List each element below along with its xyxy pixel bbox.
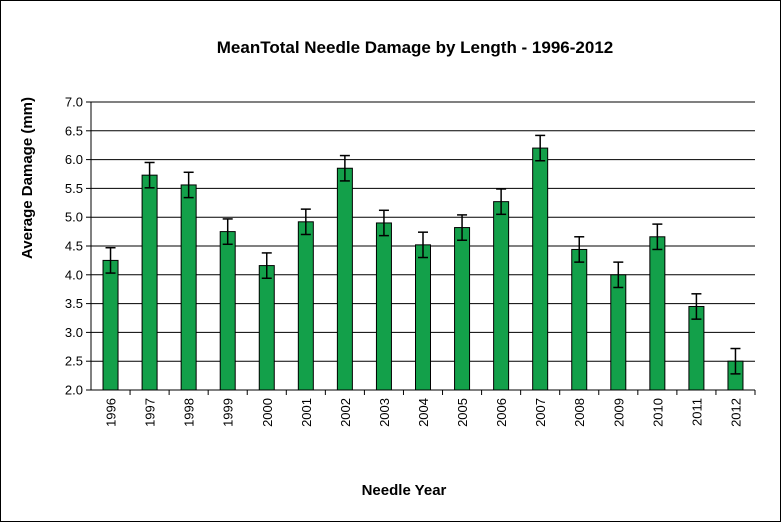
error-bar-1996: [105, 246, 116, 274]
error-bar-2000: [261, 252, 272, 280]
error-bar-2009: [613, 261, 624, 289]
bar-1997: [141, 174, 158, 391]
x-tick-label-1996: 1996: [104, 398, 119, 427]
y-tick-label: 4.0: [65, 267, 83, 282]
y-tick-label: 5.5: [65, 181, 83, 196]
y-tick-label: 6.5: [65, 123, 83, 138]
error-bar-2001: [300, 208, 311, 236]
bar-2001: [297, 221, 314, 391]
error-bar-2008: [574, 236, 585, 263]
bar-2009: [610, 274, 627, 391]
error-bar-2010: [652, 223, 663, 251]
x-tick-label-2005: 2005: [455, 398, 470, 427]
bar-2007: [532, 147, 549, 391]
bar-2002: [336, 167, 353, 391]
error-bar-2012: [730, 347, 741, 375]
x-tick-label-2010: 2010: [650, 398, 665, 427]
x-tick-label-2001: 2001: [299, 398, 314, 427]
error-bar-2004: [418, 231, 428, 259]
error-bar-2011: [691, 293, 702, 320]
x-tick-label-2012: 2012: [728, 398, 743, 427]
bar-2003: [375, 222, 392, 391]
x-tick-label-2007: 2007: [533, 398, 548, 427]
chart-title: MeanTotal Needle Damage by Length - 1996…: [217, 38, 613, 57]
error-bar-2005: [457, 214, 468, 241]
x-tick-label-2002: 2002: [338, 398, 353, 427]
x-tick-label-2011: 2011: [689, 398, 704, 426]
y-tick-label: 3.5: [65, 296, 83, 311]
error-bar-2002: [339, 154, 350, 182]
x-tick-label-1999: 1999: [221, 398, 236, 427]
bar-2005: [454, 227, 471, 391]
x-tick-label-2009: 2009: [611, 398, 626, 427]
x-tick-label-2000: 2000: [260, 398, 275, 427]
x-tick-label-2006: 2006: [494, 398, 509, 427]
x-tick-label-2003: 2003: [377, 398, 392, 427]
x-axis-title: Needle Year: [362, 482, 447, 499]
y-tick-label: 4.5: [65, 239, 83, 254]
bar-1998: [180, 184, 197, 391]
error-bar-2006: [496, 188, 507, 216]
bar-2004: [415, 244, 431, 391]
bar-2006: [493, 201, 510, 391]
error-bar-2007: [535, 134, 546, 162]
bar-1996: [102, 259, 119, 391]
bar-2000: [258, 265, 275, 391]
y-tick-label: 2.5: [65, 354, 83, 369]
y-tick-label: 6.0: [65, 152, 83, 167]
x-tick-label-2004: 2004: [416, 398, 431, 427]
x-tick-label-2008: 2008: [572, 398, 587, 427]
x-tick-label-1998: 1998: [182, 398, 197, 427]
error-bar-1999: [222, 218, 233, 246]
y-tick-label: 5.0: [65, 210, 83, 225]
x-tick-label-1997: 1997: [143, 398, 158, 427]
bar-1999: [219, 231, 236, 391]
error-bar-2003: [378, 209, 389, 237]
y-tick-label: 3.0: [65, 325, 83, 340]
y-tick-label: 7.0: [65, 95, 83, 110]
y-tick-label: 2.0: [65, 383, 83, 398]
error-bar-1997: [144, 161, 155, 189]
error-bar-1998: [183, 171, 194, 199]
bar-2008: [571, 248, 588, 391]
y-axis-title: Average Damage (mm): [19, 97, 36, 259]
bar-2010: [649, 236, 666, 391]
